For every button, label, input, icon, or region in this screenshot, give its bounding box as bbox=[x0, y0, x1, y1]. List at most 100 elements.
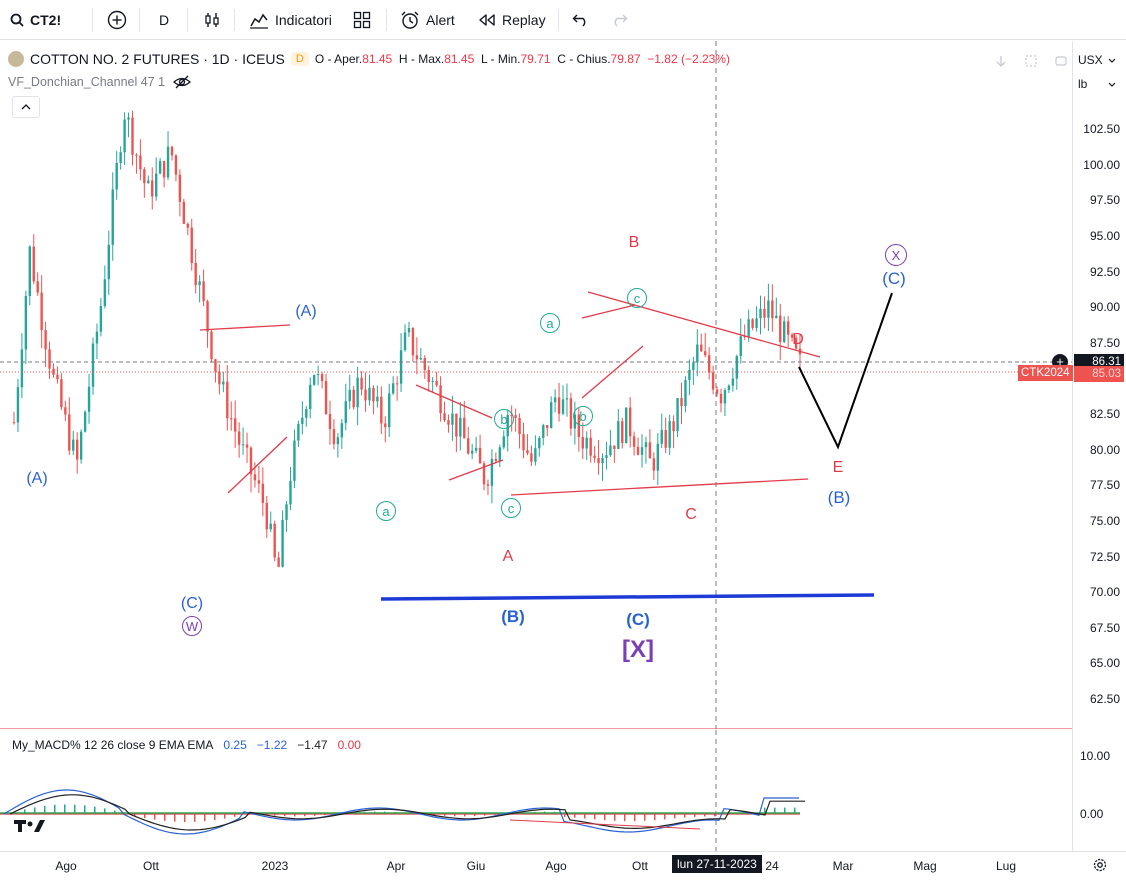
candle-body bbox=[636, 446, 640, 455]
candle-body bbox=[707, 355, 711, 373]
candle-body bbox=[415, 355, 419, 360]
candle-body bbox=[435, 380, 438, 386]
indicators-button[interactable]: Indicatori bbox=[249, 0, 332, 40]
trendline[interactable] bbox=[415, 384, 493, 419]
candle-body bbox=[719, 393, 723, 404]
contract-tag: CTK2024 bbox=[1018, 365, 1073, 381]
candle-body bbox=[380, 396, 383, 424]
candle-body bbox=[68, 414, 71, 451]
candle-body bbox=[668, 421, 671, 448]
macd-histogram-bar bbox=[94, 806, 96, 814]
candle-body bbox=[309, 384, 312, 410]
redo-button[interactable] bbox=[610, 0, 628, 40]
candle-body bbox=[40, 292, 43, 331]
expand-icon bbox=[1025, 55, 1037, 67]
tradingview-logo[interactable] bbox=[14, 818, 46, 838]
candle-body bbox=[688, 369, 691, 381]
trendline[interactable] bbox=[448, 459, 504, 481]
candle-body bbox=[692, 362, 695, 370]
trendline[interactable] bbox=[199, 324, 291, 331]
candle-body bbox=[439, 385, 442, 414]
macd-legend: My_MACD% 12 26 close 9 EMA EMA 0.25 −1.2… bbox=[12, 738, 361, 752]
candle-body bbox=[352, 389, 355, 408]
maximize-pane-button[interactable] bbox=[1020, 50, 1042, 72]
macd-histogram-bar bbox=[24, 809, 26, 814]
candle-body bbox=[470, 450, 474, 454]
candle-body bbox=[625, 407, 628, 444]
undo-icon bbox=[572, 14, 586, 27]
macd-pane[interactable] bbox=[0, 730, 1072, 851]
settings-gear-button[interactable] bbox=[1092, 857, 1108, 878]
support-line[interactable] bbox=[380, 593, 875, 601]
chevron-down-icon bbox=[1108, 58, 1116, 63]
candle-body bbox=[356, 377, 359, 408]
trendline[interactable] bbox=[227, 436, 288, 494]
indicator-name[interactable]: VF_Donchian_Channel 47 1 bbox=[8, 75, 166, 89]
macd-value: −1.47 bbox=[297, 738, 328, 752]
candle-body bbox=[478, 447, 482, 464]
move-down-button[interactable] bbox=[990, 50, 1012, 72]
layouts-button[interactable] bbox=[353, 0, 371, 40]
candle-body bbox=[767, 300, 770, 318]
wave-circle-label: c bbox=[627, 288, 647, 308]
candle-body bbox=[241, 444, 245, 446]
price-axis-label: 82.50 bbox=[1089, 407, 1120, 421]
signal-line bbox=[9, 794, 805, 831]
unit-select[interactable]: lb bbox=[1074, 74, 1120, 94]
macd-name[interactable]: My_MACD% 12 26 close 9 EMA EMA bbox=[12, 738, 214, 752]
candle-body bbox=[538, 437, 541, 449]
candle-body bbox=[447, 420, 450, 425]
trendline[interactable] bbox=[581, 345, 644, 399]
candle-body bbox=[186, 223, 189, 228]
macd-histogram-bar bbox=[474, 814, 476, 817]
trendline[interactable] bbox=[587, 291, 821, 358]
macd-histogram-bar bbox=[134, 814, 136, 817]
fullscreen-pane-button[interactable] bbox=[1050, 50, 1072, 72]
macd-histogram-bar bbox=[664, 814, 666, 820]
chart-title[interactable]: COTTON NO. 2 FUTURES · 1D · ICEUS bbox=[30, 51, 285, 67]
compare-symbol-button[interactable] bbox=[107, 0, 127, 40]
indicators-label: Indicatori bbox=[275, 12, 332, 28]
trendline[interactable] bbox=[581, 304, 636, 319]
alarm-clock-icon bbox=[401, 11, 419, 29]
currency-select[interactable]: USX bbox=[1074, 50, 1120, 70]
symbol-logo-icon bbox=[8, 51, 24, 67]
price-axis[interactable]: 102.50 100.00 97.50 95.00 92.50 90.00 87.50 85.… bbox=[1072, 41, 1126, 851]
projection-path[interactable] bbox=[798, 292, 893, 450]
eye-hidden-icon[interactable] bbox=[173, 75, 192, 89]
price-axis-label: 90.00 bbox=[1089, 300, 1120, 315]
time-axis-label: 24 bbox=[765, 859, 779, 873]
candle-body bbox=[680, 397, 683, 406]
wave-label: (C) bbox=[180, 595, 204, 612]
collapse-legend-button[interactable] bbox=[12, 96, 40, 118]
macd-histogram-bar bbox=[184, 814, 186, 822]
wave-label: C bbox=[685, 506, 697, 523]
macd-histogram-bar bbox=[284, 814, 286, 817]
alert-button[interactable]: Alert bbox=[400, 0, 455, 40]
candle-body bbox=[162, 161, 166, 178]
replay-button[interactable]: Replay bbox=[478, 0, 546, 40]
candle-body bbox=[257, 480, 261, 484]
interval-button[interactable]: D bbox=[159, 0, 169, 40]
candle-body bbox=[431, 380, 434, 383]
candle-body bbox=[143, 169, 146, 184]
candle-body bbox=[522, 434, 525, 451]
toolbar-divider bbox=[234, 9, 235, 31]
candle-body bbox=[553, 397, 557, 403]
price-chart[interactable] bbox=[0, 41, 1072, 729]
candle-body bbox=[399, 350, 403, 384]
undo-button[interactable] bbox=[572, 0, 590, 40]
candle-body bbox=[174, 155, 178, 175]
macd-histogram-bar bbox=[454, 814, 456, 817]
macd-histogram-bar bbox=[174, 814, 176, 822]
candle-body bbox=[281, 519, 284, 567]
time-axis[interactable]: Ago Ott 2023 Apr Giu Ago Ott 24 Mar Mag Lug lun 27… bbox=[0, 851, 1126, 882]
symbol-search-button[interactable]: CT2! bbox=[10, 0, 61, 40]
price-axis-label: 77.50 bbox=[1089, 478, 1120, 493]
trendline[interactable] bbox=[510, 478, 809, 496]
wave-label: B bbox=[628, 234, 640, 251]
chart-type-button[interactable] bbox=[203, 0, 221, 40]
candle-body bbox=[332, 429, 336, 445]
time-axis-label: Ott bbox=[631, 859, 649, 873]
gear-icon bbox=[1093, 858, 1107, 872]
